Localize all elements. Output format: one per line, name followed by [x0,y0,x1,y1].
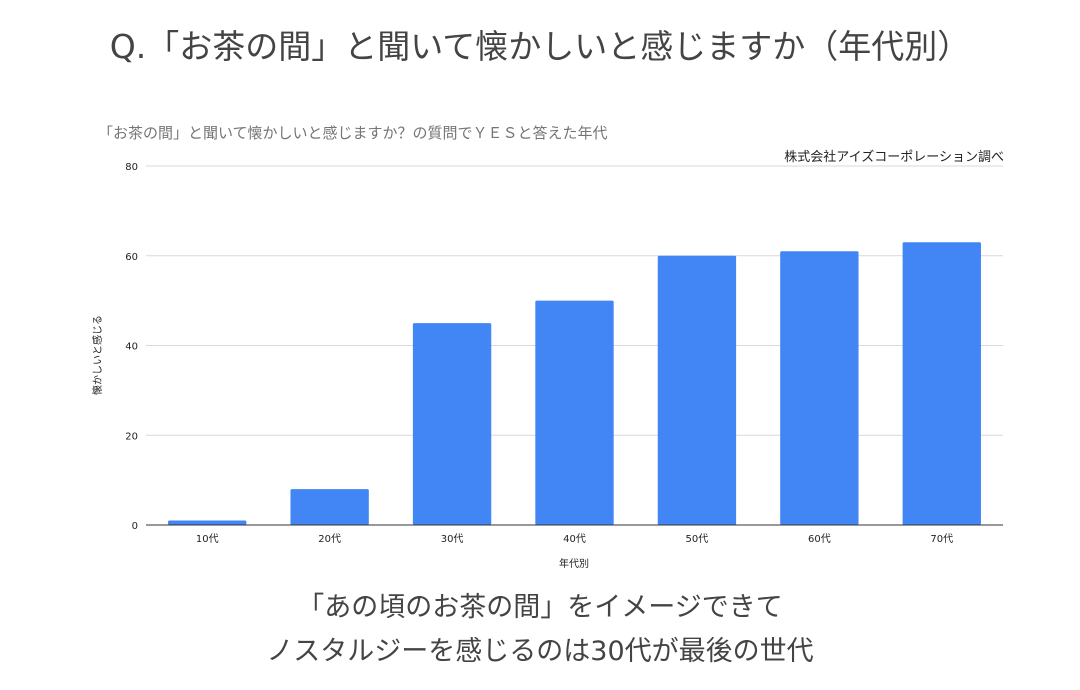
y-tick-label: 60 [125,252,138,263]
bar [412,323,492,525]
bar [535,300,614,525]
x-tick-label: 40代 [563,533,586,545]
bar-chart: 「お茶の間」と聞いて懐かしいと感じますか？の質問でＹＥＳと答えた年代 株式会社ア… [91,124,1004,570]
conclusion-line-1: 「あの頃のお茶の間」をイメージできて [297,592,783,623]
bar [168,520,247,525]
page-title: Q.「お茶の間」と聞いて懐かしいと感じますか（年代別） [109,27,971,66]
bar [780,251,859,525]
y-tick-label: 20 [125,431,138,442]
chart-title: 「お茶の間」と聞いて懐かしいと感じますか？の質問でＹＥＳと答えた年代 [98,124,608,142]
conclusion-line-2: ノスタルジーを感じるのは30代が最後の世代 [266,636,814,667]
y-tick-label: 80 [125,162,138,173]
x-tick-label: 30代 [441,533,464,545]
y-axis-ticks: 0 20 40 60 80 [125,162,138,532]
conclusion-text: 「あの頃のお茶の間」をイメージできて ノスタルジーを感じるのは30代が最後の世代 [0,586,1080,674]
y-tick-label: 40 [125,342,138,353]
bars [168,242,981,525]
x-axis-ticks: 10代 20代 30代 40代 50代 60代 70代 [196,533,953,545]
y-axis-label: 懐かしいと感じる [91,315,104,395]
x-tick-label: 70代 [930,533,953,545]
x-tick-label: 50代 [686,533,709,545]
x-tick-label: 60代 [808,533,831,545]
chart-subtitle: 株式会社アイズコーポレーション調べ [784,149,1004,165]
bar [290,489,369,525]
x-tick-label: 20代 [318,533,341,545]
x-tick-label: 10代 [196,533,219,545]
x-axis-label: 年代別 [559,557,589,570]
bar [902,242,981,525]
y-tick-label: 0 [132,521,138,532]
bar [657,255,737,525]
